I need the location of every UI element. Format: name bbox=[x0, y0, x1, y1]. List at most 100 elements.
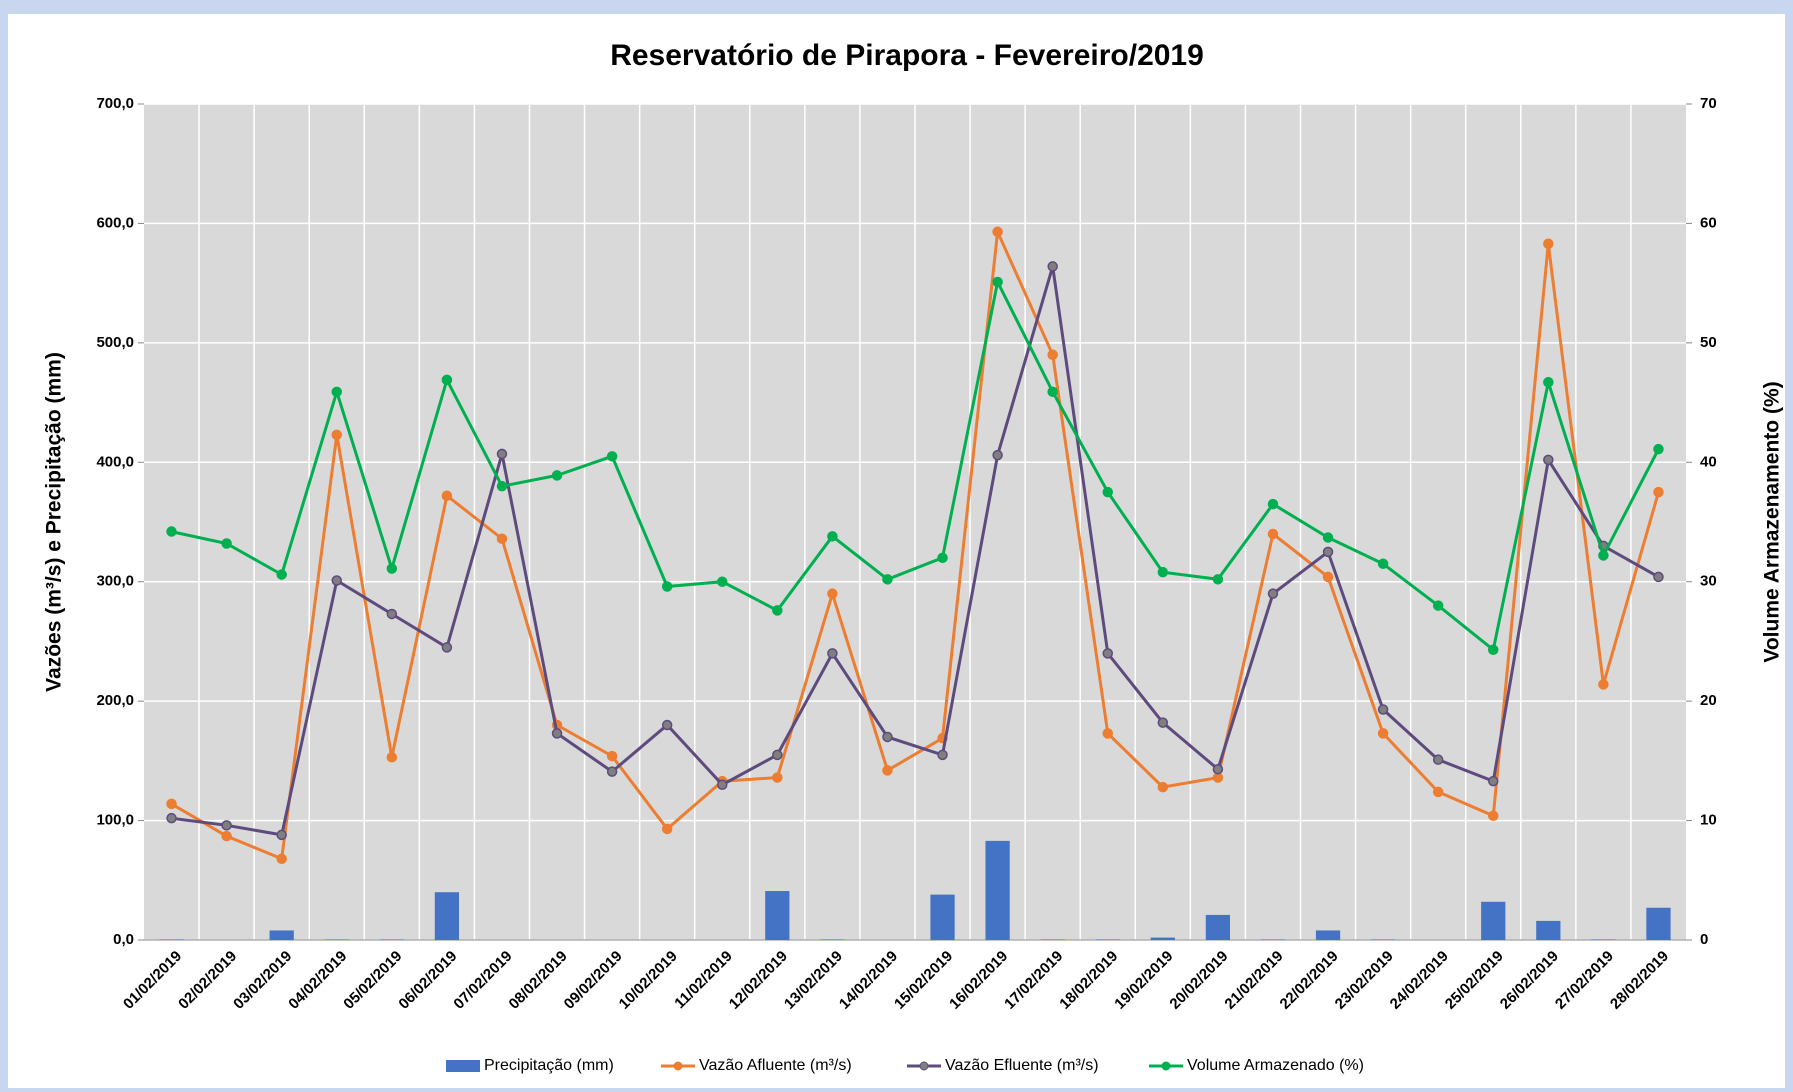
point bbox=[937, 552, 948, 564]
point bbox=[1047, 261, 1058, 272]
point bbox=[1488, 775, 1499, 787]
legend-marker bbox=[919, 1061, 929, 1071]
point bbox=[1157, 566, 1169, 578]
bar bbox=[1095, 939, 1120, 940]
point bbox=[221, 538, 232, 549]
bar bbox=[1260, 939, 1286, 940]
bar bbox=[1205, 914, 1231, 940]
bar bbox=[985, 840, 1010, 940]
legend-marker bbox=[673, 1061, 683, 1071]
point bbox=[166, 526, 177, 537]
point bbox=[551, 470, 563, 481]
point bbox=[1212, 574, 1224, 585]
bar bbox=[379, 939, 404, 940]
y2-tick-label: 70 bbox=[1700, 95, 1717, 112]
point bbox=[221, 830, 232, 842]
point bbox=[1598, 550, 1609, 561]
point bbox=[441, 642, 453, 653]
point bbox=[1653, 486, 1664, 498]
series-line bbox=[171, 265, 1660, 837]
point bbox=[441, 374, 453, 386]
legend-marker bbox=[1161, 1061, 1171, 1071]
point bbox=[1047, 349, 1058, 361]
point bbox=[1653, 571, 1664, 583]
point bbox=[496, 533, 508, 544]
y2-tick-label: 60 bbox=[1700, 214, 1717, 231]
legend-label: Vazão Efluente (m³/s) bbox=[945, 1057, 1099, 1074]
y-tick-label: 500,0 bbox=[96, 334, 134, 351]
point bbox=[1102, 728, 1113, 739]
y-tick-label: 0,0 bbox=[113, 931, 134, 948]
point bbox=[827, 588, 838, 599]
series-line bbox=[170, 226, 1660, 861]
point bbox=[772, 605, 783, 616]
bar bbox=[324, 939, 349, 940]
point bbox=[772, 772, 783, 783]
point bbox=[992, 276, 1003, 288]
bar bbox=[1536, 920, 1561, 940]
bar bbox=[434, 892, 460, 940]
point bbox=[1212, 763, 1224, 775]
point bbox=[331, 386, 342, 398]
point bbox=[331, 575, 342, 586]
point bbox=[1267, 498, 1279, 510]
y-axis-label: Vazões (m³/s) e Precipitação (mm) bbox=[43, 352, 66, 692]
point bbox=[386, 608, 398, 620]
y2-tick-label: 30 bbox=[1700, 573, 1717, 590]
point bbox=[331, 429, 342, 441]
point bbox=[827, 531, 838, 542]
point bbox=[441, 490, 453, 501]
y2-tick-label: 40 bbox=[1700, 453, 1717, 470]
bar bbox=[765, 891, 790, 940]
point bbox=[496, 448, 508, 460]
point bbox=[1653, 443, 1664, 455]
bar bbox=[1481, 901, 1506, 940]
point bbox=[276, 569, 287, 580]
point bbox=[1598, 679, 1609, 690]
point bbox=[386, 563, 398, 574]
y2-tick-label: 50 bbox=[1700, 334, 1717, 351]
point bbox=[1102, 486, 1113, 498]
bar bbox=[159, 939, 184, 940]
chart-title: Reservatório de Pirapora - Fevereiro/201… bbox=[610, 39, 1204, 72]
bar bbox=[269, 930, 294, 940]
point bbox=[1322, 532, 1334, 543]
point bbox=[1432, 786, 1444, 798]
point bbox=[992, 449, 1003, 461]
point bbox=[661, 581, 673, 592]
point bbox=[606, 766, 618, 777]
bar bbox=[1315, 930, 1341, 940]
point bbox=[937, 749, 948, 761]
bar bbox=[1591, 939, 1616, 940]
bar bbox=[1040, 939, 1065, 940]
bar bbox=[930, 894, 955, 940]
y-tick-label: 700,0 bbox=[96, 95, 134, 112]
legend-swatch bbox=[446, 1060, 480, 1072]
point bbox=[1102, 648, 1113, 659]
point bbox=[1157, 781, 1169, 793]
point bbox=[606, 750, 618, 762]
y-tick-label: 600,0 bbox=[96, 214, 134, 231]
point bbox=[882, 574, 893, 585]
y2-tick-label: 10 bbox=[1700, 812, 1717, 829]
point bbox=[386, 752, 398, 763]
point bbox=[717, 779, 728, 790]
point bbox=[551, 728, 563, 739]
bar bbox=[1370, 939, 1396, 940]
bar bbox=[1646, 907, 1671, 940]
point bbox=[1157, 717, 1169, 728]
point bbox=[661, 823, 673, 835]
point bbox=[1322, 571, 1334, 583]
y2-axis-label: Volume Armazenamento (%) bbox=[1761, 381, 1784, 662]
series-line bbox=[171, 277, 1660, 653]
y-tick-label: 300,0 bbox=[96, 573, 134, 590]
point bbox=[276, 853, 287, 865]
point bbox=[882, 765, 893, 776]
point bbox=[1267, 528, 1279, 540]
point bbox=[1543, 377, 1554, 388]
point bbox=[1432, 600, 1444, 611]
y-tick-label: 100,0 bbox=[96, 812, 134, 829]
legend-label: Precipitação (mm) bbox=[484, 1057, 614, 1074]
point bbox=[661, 719, 673, 731]
